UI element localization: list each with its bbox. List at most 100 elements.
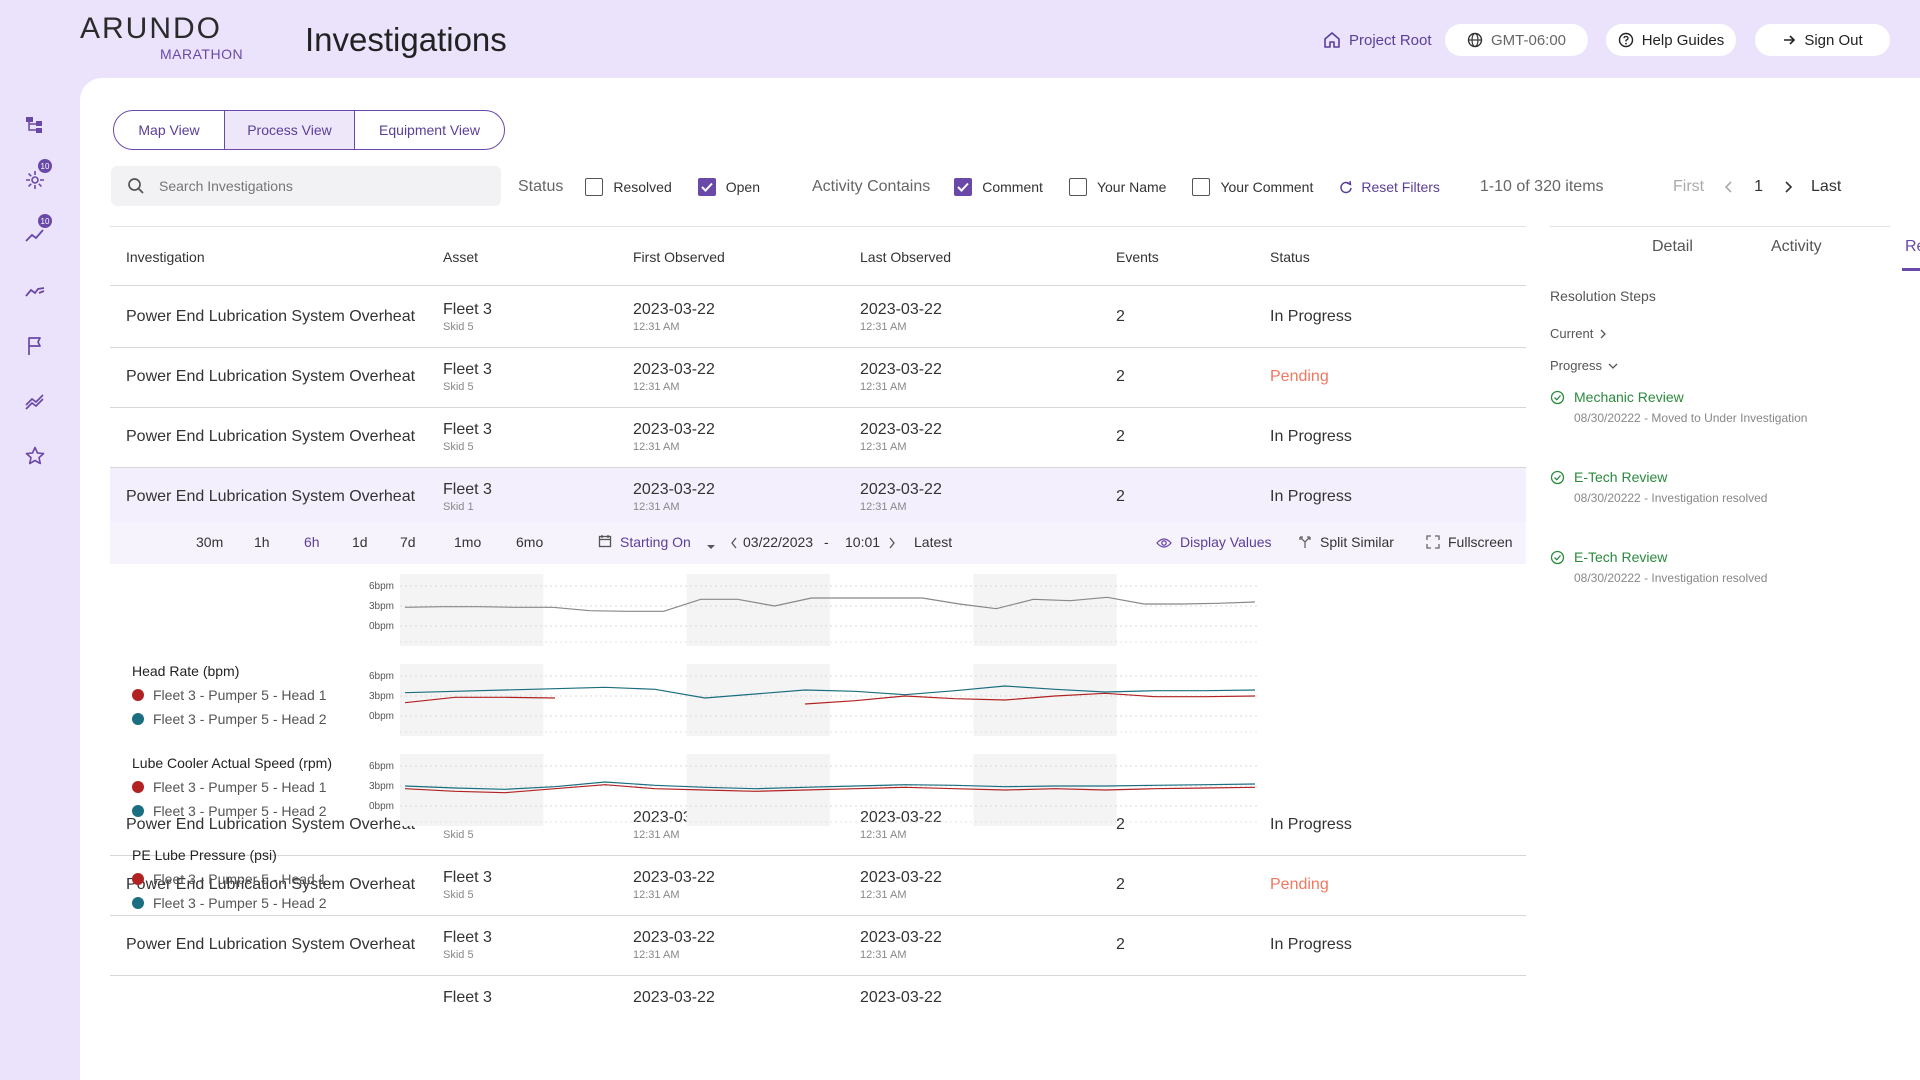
col-asset[interactable]: Asset xyxy=(443,249,479,265)
step-description: 08/30/20222 - Investigation resolved xyxy=(1574,491,1768,505)
legend-item[interactable]: Fleet 3 - Pumper 5 - Head 2 xyxy=(132,802,332,820)
logo[interactable]: ARUNDO MARATHON xyxy=(80,14,245,63)
metric-lube-cooler-speed: Lube Cooler Actual Speed (rpm) Fleet 3 -… xyxy=(132,754,332,820)
project-root-label: Project Root xyxy=(1349,31,1432,49)
nav-favorites[interactable] xyxy=(20,441,50,471)
resolution-step[interactable]: E-Tech Review 08/30/20222 - Investigatio… xyxy=(1550,468,1830,506)
first-page-button[interactable]: First xyxy=(1673,178,1705,195)
table-row[interactable]: Fleet 3 2023-03-22 2023-03-22 xyxy=(110,976,1526,1036)
nav-investigations[interactable] xyxy=(20,276,50,306)
search-icon xyxy=(128,178,144,194)
legend-item[interactable]: Fleet 3 - Pumper 5 - Head 2 xyxy=(132,710,327,728)
search-input[interactable] xyxy=(159,178,479,194)
range-30m[interactable]: 30m xyxy=(196,534,224,550)
last-page-button[interactable]: Last xyxy=(1811,178,1842,195)
range-1h[interactable]: 1h xyxy=(254,534,270,550)
col-events[interactable]: Events xyxy=(1116,249,1159,265)
tab-detail[interactable]: Detail xyxy=(1652,238,1693,255)
fullscreen-icon[interactable] xyxy=(1426,535,1440,552)
help-guides-button[interactable]: Help Guides xyxy=(1606,24,1736,56)
latest-button[interactable]: Latest xyxy=(914,534,953,550)
chevron-down-icon[interactable] xyxy=(706,538,716,554)
your-name-checkbox[interactable] xyxy=(1068,178,1087,196)
help-icon xyxy=(1618,32,1633,48)
comment-filter[interactable]: Comment xyxy=(954,178,1043,196)
resolution-step[interactable]: E-Tech Review 08/30/20222 - Investigatio… xyxy=(1550,548,1830,586)
range-7d[interactable]: 7d xyxy=(400,534,416,550)
legend-item[interactable]: Fleet 3 - Pumper 5 - Head 1 xyxy=(132,778,332,796)
y-tick-label: 6bpm xyxy=(369,761,394,772)
project-root-link[interactable]: Project Root xyxy=(1323,24,1432,56)
tab-activity[interactable]: Activity xyxy=(1771,238,1822,255)
display-values-button[interactable]: Display Values xyxy=(1180,534,1272,550)
comment-checkbox[interactable] xyxy=(954,178,973,196)
nav-alerts[interactable]: 10 xyxy=(20,159,52,195)
current-toggle[interactable]: Current xyxy=(1550,326,1607,341)
current-page[interactable]: 1 xyxy=(1754,178,1764,195)
range-1d[interactable]: 1d xyxy=(352,534,368,550)
resolved-filter[interactable]: Resolved xyxy=(585,178,672,196)
chevron-left-icon[interactable] xyxy=(730,536,738,552)
fullscreen-button[interactable]: Fullscreen xyxy=(1448,534,1513,550)
chevron-left-icon[interactable] xyxy=(1724,180,1734,194)
resolution-step[interactable]: Mechanic Review 08/30/20222 - Moved to U… xyxy=(1550,388,1830,426)
col-last-observed[interactable]: Last Observed xyxy=(860,249,952,265)
split-similar-button[interactable]: Split Similar xyxy=(1320,534,1394,550)
last-observed-cell: 2023-03-22 12:31 AM xyxy=(860,360,942,394)
first-observed-cell: 2023-03-22 12:31 AM xyxy=(633,360,715,394)
legend-item[interactable]: Fleet 3 - Pumper 5 - Head 2 xyxy=(132,894,327,912)
nav-trends[interactable]: 10 xyxy=(20,214,52,250)
resolved-checkbox[interactable] xyxy=(585,178,604,196)
analytics-icon xyxy=(25,394,44,410)
time-value[interactable]: 10:01 xyxy=(845,534,881,550)
first-observed-cell: 2023-03-22 12:31 AM xyxy=(633,868,715,902)
legend-dot xyxy=(132,897,144,909)
calendar-icon[interactable] xyxy=(598,534,612,551)
your-comment-checkbox[interactable] xyxy=(1192,178,1211,196)
asset-cell: Fleet 3 xyxy=(443,988,492,1008)
chevron-right-icon[interactable] xyxy=(888,536,896,552)
starting-on-select[interactable]: Starting On xyxy=(620,534,691,550)
sign-out-button[interactable]: Sign Out xyxy=(1755,24,1890,56)
legend-label: Fleet 3 - Pumper 5 - Head 2 xyxy=(153,895,327,911)
metric-title: PE Lube Pressure (psi) xyxy=(132,847,277,863)
last-observed-cell: 2023-03-22 12:31 AM xyxy=(860,928,942,962)
your-name-filter[interactable]: Your Name xyxy=(1068,178,1166,196)
tab-resolve[interactable]: Resolve xyxy=(1905,238,1920,255)
events-count: 2 xyxy=(1116,936,1125,953)
chevron-right-icon[interactable] xyxy=(1783,180,1793,194)
col-investigation[interactable]: Investigation xyxy=(126,249,205,265)
range-1mo[interactable]: 1mo xyxy=(454,534,482,550)
top-bar: ARUNDO MARATHON Investigations Project R… xyxy=(0,0,1920,78)
split-icon[interactable] xyxy=(1298,535,1312,552)
col-status[interactable]: Status xyxy=(1270,249,1310,265)
equipment-view-tab[interactable]: Equipment View xyxy=(379,122,480,138)
range-6mo[interactable]: 6mo xyxy=(516,534,544,550)
your-comment-filter[interactable]: Your Comment xyxy=(1192,178,1313,196)
status-text: In Progress xyxy=(1270,308,1352,325)
timezone-button[interactable]: GMT-06:00 xyxy=(1445,24,1588,56)
col-first-observed[interactable]: First Observed xyxy=(633,249,725,265)
open-filter[interactable]: Open xyxy=(697,178,760,196)
nav-hierarchy[interactable] xyxy=(20,110,50,140)
eye-icon[interactable] xyxy=(1156,536,1172,552)
nav-analytics[interactable] xyxy=(20,386,50,416)
map-view-tab[interactable]: Map View xyxy=(114,111,225,149)
investigation-name: Power End Lubrication System Overheat xyxy=(126,428,416,445)
open-checkbox[interactable] xyxy=(697,178,716,196)
last-observed-time: 12:31 AM xyxy=(860,889,907,901)
legend-item[interactable]: Fleet 3 - Pumper 5 - Head 1 xyxy=(132,870,327,888)
process-view-tab[interactable]: Process View xyxy=(225,111,355,149)
reset-filters-button[interactable]: Reset Filters xyxy=(1339,179,1440,195)
range-6h[interactable]: 6h xyxy=(304,534,320,550)
legend-item[interactable]: Fleet 3 - Pumper 5 - Head 1 xyxy=(132,686,327,704)
date-value[interactable]: 03/22/2023 xyxy=(743,534,814,550)
nav-flags[interactable] xyxy=(20,331,50,361)
progress-toggle[interactable]: Progress xyxy=(1550,358,1618,373)
